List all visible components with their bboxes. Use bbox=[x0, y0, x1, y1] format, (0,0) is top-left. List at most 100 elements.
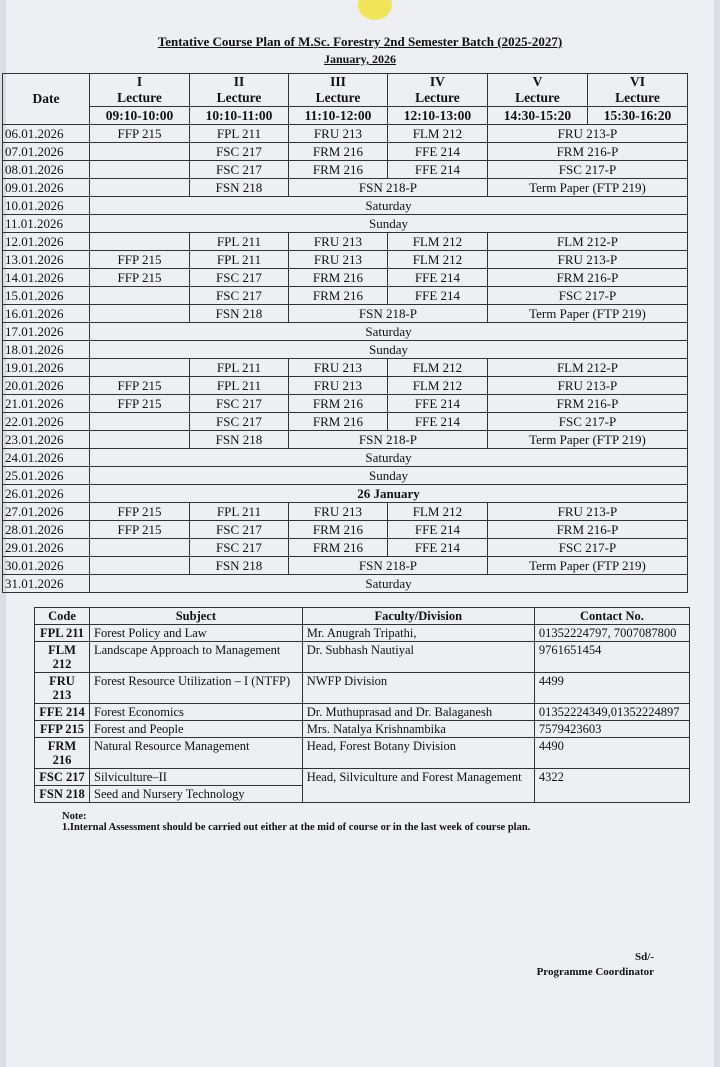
schedule-row: 06.01.2026 FFP 215 FPL 211 FRU 213 FLM 212 FR… bbox=[2, 124, 689, 143]
lecture-header: V Lecture bbox=[486, 73, 588, 107]
schedule-row: 19.01.2026 FPL 211 FRU 213 FLM 212 FLM 212-P bbox=[2, 358, 689, 377]
faculty-division: Dr. Muthuprasad and Dr. Balaganesh bbox=[301, 703, 535, 721]
date-cell: 26.01.2026 bbox=[2, 484, 90, 503]
schedule-cell: FFE 214 bbox=[386, 394, 488, 413]
schedule-row: 20.01.2026 FFP 215 FPL 211 FRU 213 FLM 212 FR… bbox=[2, 376, 689, 395]
document-title: Tentative Course Plan of M.Sc. Forestry … bbox=[157, 34, 563, 49]
schedule-cell: FFE 214 bbox=[386, 520, 488, 539]
schedule-row: 24.01.2026 Saturday bbox=[2, 448, 688, 467]
schedule-cell: FFP 215 bbox=[89, 124, 190, 143]
schedule-row: 13.01.2026 FFP 215 FPL 211 FRU 213 FLM 212 FR… bbox=[2, 250, 689, 269]
schedule-cell: FLM 212-P bbox=[486, 358, 689, 377]
schedule-row: 12.01.2026 FPL 211 FRU 213 FLM 212 FLM 212-P bbox=[2, 232, 689, 251]
schedule-row: 14.01.2026 FFP 215 FSC 217 FRM 216 FFE 214 FR… bbox=[2, 268, 689, 287]
schedule-cell: FFP 215 bbox=[89, 502, 190, 521]
schedule-cell: FRM 216 bbox=[287, 394, 388, 413]
schedule-row: 10.01.2026 Saturday bbox=[2, 196, 688, 215]
course-code: FFP 215 bbox=[34, 720, 90, 738]
subjects-table: Code Subject Faculty/Division Contact No. F… bbox=[34, 607, 691, 803]
header-row: Date I Lecture II Lecture III Lecture IV Lecture… bbox=[2, 73, 689, 125]
subject-row: FFE 214 Forest Economics Dr. Muthuprasad a… bbox=[34, 703, 691, 721]
schedule-cell: FLM 212 bbox=[386, 376, 488, 395]
lecture-time: 12:10-13:00 bbox=[386, 106, 488, 125]
schedule-cell: FLM 212 bbox=[386, 250, 488, 269]
schedule-row: 15.01.2026 FSC 217 FRM 216 FFE 214 FSC 217-P bbox=[2, 286, 689, 305]
date-cell: 18.01.2026 bbox=[2, 340, 90, 359]
schedule-cell: FRM 216-P bbox=[486, 520, 689, 539]
subjects-header: Faculty/Division bbox=[301, 607, 535, 625]
schedule-cell: FFE 214 bbox=[386, 538, 488, 557]
schedule-cell: FPL 211 bbox=[189, 502, 289, 521]
schedule-cell: FFP 215 bbox=[89, 250, 190, 269]
schedule-cell: FSC 217-P bbox=[486, 538, 689, 557]
subject-row: FSC 217 Silviculture–II Head, Silviculture… bbox=[34, 768, 691, 803]
subject-name: Silviculture–II bbox=[89, 768, 303, 786]
document-month: January, 2026 bbox=[323, 52, 396, 66]
contact-number: 01352224349,01352224897 bbox=[533, 703, 691, 721]
schedule-cell: FSC 217 bbox=[189, 268, 289, 287]
date-cell: 10.01.2026 bbox=[2, 196, 90, 215]
date-cell: 17.01.2026 bbox=[2, 322, 90, 341]
schedule-cell: FLM 212 bbox=[386, 502, 488, 521]
schedule-cell: FLM 212 bbox=[386, 358, 488, 377]
schedule-cell bbox=[89, 178, 190, 197]
contact-number: 01352224797, 7007087800 bbox=[533, 624, 691, 642]
schedule-row: 09.01.2026 FSN 218 FSN 218-P Term Paper (FT… bbox=[2, 178, 689, 197]
schedule-cell: FSN 218 bbox=[189, 178, 289, 197]
date-cell: 24.01.2026 bbox=[2, 448, 90, 467]
course-code: FSN 218 bbox=[34, 785, 90, 803]
schedule-cell: FRU 213 bbox=[287, 232, 388, 251]
schedule-cell: Term Paper (FTP 219) bbox=[486, 556, 689, 575]
date-cell: 23.01.2026 bbox=[2, 430, 90, 449]
schedule-cell: FSC 217 bbox=[189, 394, 289, 413]
time-row: 09:10-10:00 10:10-11:00 11:10-12:00 12:10-1… bbox=[3, 106, 689, 125]
subject-row: FLM 212 Landscape Approach to Management D… bbox=[34, 641, 691, 673]
note-label: Note: bbox=[62, 811, 87, 822]
faculty-division: Head, Silviculture and Forest Management bbox=[301, 768, 535, 803]
subject-name: Forest Resource Utilization – I (NTFP) bbox=[89, 672, 303, 704]
schedule-cell: FRM 216 bbox=[287, 160, 388, 179]
course-code: FPL 211 bbox=[34, 624, 90, 642]
signature-role: Programme Coordinator bbox=[536, 966, 654, 978]
subject-row: FFP 215 Forest and People Mrs. Natalya Kri… bbox=[34, 720, 691, 738]
schedule-cell: FRM 216 bbox=[287, 142, 388, 161]
date-cell: 27.01.2026 bbox=[2, 502, 90, 521]
schedule-cell: Term Paper (FTP 219) bbox=[486, 304, 689, 323]
date-cell: 07.01.2026 bbox=[2, 142, 90, 161]
lecture-label: Lecture bbox=[415, 90, 460, 105]
course-code: FRU 213 bbox=[34, 672, 90, 704]
lecture-time: 15:30-16:20 bbox=[586, 106, 689, 125]
schedule-row: 17.01.2026 Saturday bbox=[2, 322, 688, 341]
schedule-cell: FSN 218 bbox=[189, 430, 289, 449]
subject-name: Forest Economics bbox=[89, 703, 303, 721]
schedule-cell: FRM 216-P bbox=[486, 394, 689, 413]
lecture-header: I Lecture bbox=[89, 73, 190, 107]
lecture-time: 14:30-15:20 bbox=[486, 106, 588, 125]
schedule-cell: Sunday bbox=[89, 466, 688, 485]
schedule-cell: FLM 212-P bbox=[486, 232, 689, 251]
schedule-cell: FSC 217-P bbox=[486, 286, 689, 305]
date-cell: 20.01.2026 bbox=[2, 376, 90, 395]
date-cell: 31.01.2026 bbox=[2, 574, 90, 593]
schedule-cell: FSN 218-P bbox=[287, 556, 488, 575]
lecture-label: Lecture bbox=[117, 90, 162, 105]
schedule-row: 23.01.2026 FSN 218 FSN 218-P Term Paper (FT… bbox=[2, 430, 689, 449]
faculty-division: NWFP Division bbox=[301, 672, 535, 704]
schedule-cell: FFP 215 bbox=[89, 394, 190, 413]
date-cell: 11.01.2026 bbox=[2, 214, 90, 233]
schedule-row: 25.01.2026 Sunday bbox=[2, 466, 688, 485]
schedule-cell bbox=[89, 430, 190, 449]
schedule-cell: FRM 216 bbox=[287, 412, 388, 431]
schedule-cell: Saturday bbox=[89, 448, 688, 467]
schedule-cell: Sunday bbox=[89, 340, 688, 359]
contact-number: 4322 bbox=[533, 768, 691, 803]
lecture-number: I bbox=[136, 74, 143, 89]
note-text: 1.Internal Assessment should be carried … bbox=[62, 822, 531, 833]
date-cell: 08.01.2026 bbox=[2, 160, 90, 179]
schedule-cell: FSN 218 bbox=[189, 304, 289, 323]
schedule-cell: FPL 211 bbox=[189, 376, 289, 395]
date-cell: 16.01.2026 bbox=[2, 304, 90, 323]
lecture-number: V bbox=[532, 74, 543, 89]
subjects-header: Contact No. bbox=[533, 607, 691, 625]
schedule-row: 22.01.2026 FSC 217 FRM 216 FFE 214 FSC 217-P bbox=[2, 412, 689, 431]
